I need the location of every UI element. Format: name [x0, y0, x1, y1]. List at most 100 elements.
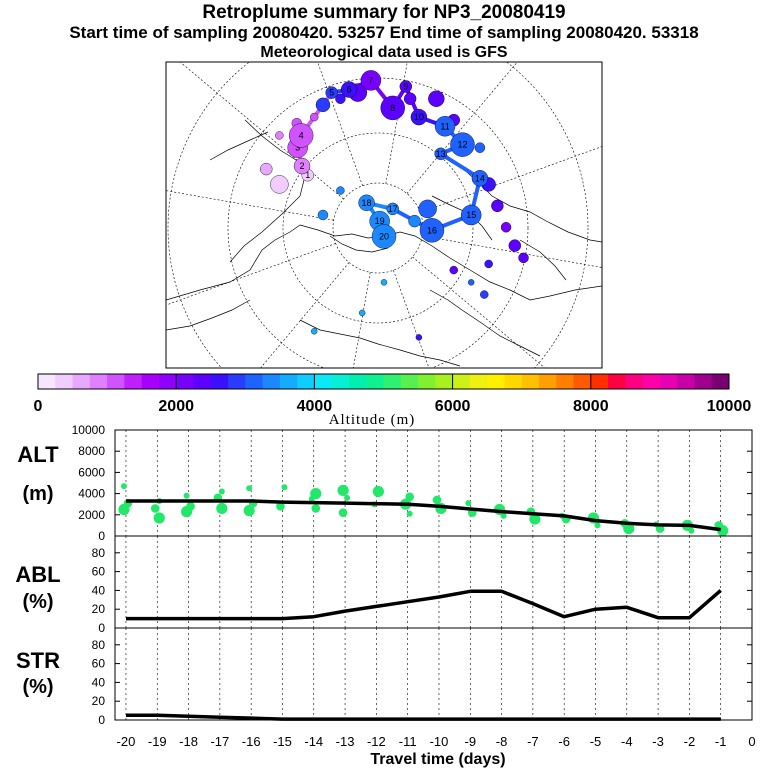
- x-tick-label: -17: [210, 734, 229, 749]
- altitude-scatter-point: [372, 485, 384, 498]
- y-tick-label: 60: [92, 657, 106, 671]
- day-marker-dot: [358, 194, 375, 211]
- x-tick-label: -10: [430, 734, 449, 749]
- colorbar-swatch: [556, 374, 575, 389]
- x-tick-label: -6: [558, 734, 570, 749]
- plume-dot: [474, 142, 486, 153]
- day-marker-dot: [461, 204, 482, 226]
- day-marker-label: 10: [414, 112, 424, 122]
- colorbar-swatch: [228, 374, 246, 389]
- day-marker-dot: [360, 70, 382, 91]
- colorbar-swatch: [590, 374, 609, 389]
- plume-dot: [484, 259, 493, 269]
- x-tick-label: -8: [496, 734, 508, 749]
- day-marker-label: 9: [403, 81, 408, 91]
- colorbar-swatch: [383, 374, 402, 389]
- colorbar-swatch: [193, 374, 212, 389]
- day-marker-label: 13: [436, 149, 446, 159]
- y-tick-label: 20: [92, 602, 106, 616]
- altitude-scatter-point: [688, 527, 695, 534]
- panel-series-line: [126, 589, 722, 621]
- plume-dot: [310, 112, 319, 122]
- colorbar-swatch: [538, 374, 557, 389]
- altitude-scatter-point: [118, 503, 130, 516]
- plume-dot: [428, 90, 445, 107]
- day-marker-dot: [325, 86, 338, 99]
- colorbar-swatch: [176, 374, 194, 389]
- y-tick-label: 8000: [78, 444, 105, 458]
- colorbar-label: Altitude (m): [329, 412, 416, 428]
- colorbar-swatch: [694, 374, 713, 389]
- colorbar-swatch: [487, 374, 505, 389]
- x-tick-label: -5: [590, 734, 602, 749]
- x-tick-label: -2: [684, 734, 696, 749]
- coastline: [209, 131, 269, 161]
- colorbar-swatch: [279, 374, 298, 389]
- plume-dot: [491, 199, 504, 213]
- latitude-circle: [282, 132, 474, 324]
- day-marker-dot: [450, 132, 475, 157]
- met-data-line: Meteorological data used is GFS: [260, 44, 508, 61]
- altitude-scatter-point: [623, 522, 635, 535]
- altitude-scatter-point: [218, 488, 225, 495]
- day-marker-dot: [293, 157, 311, 175]
- day-marker-dot: [340, 81, 358, 98]
- altitude-scatter-point: [344, 494, 351, 501]
- panel-series-line: [126, 499, 721, 532]
- colorbar-swatch: [158, 374, 177, 389]
- plume-dot: [403, 92, 417, 105]
- colorbar-swatch: [210, 374, 229, 389]
- day-marker-dot: [386, 202, 399, 216]
- colorbar-swatch: [625, 374, 644, 389]
- y-tick-label: 0: [98, 713, 105, 727]
- colorbar-swatch: [141, 374, 160, 389]
- panel-ylabel: ABL: [15, 562, 60, 587]
- altitude-scatter-point: [153, 512, 165, 524]
- latitude-circle: [167, 62, 589, 368]
- day-marker-label: 4: [299, 130, 304, 140]
- panel-yunit: (m): [22, 483, 53, 505]
- coastline: [329, 235, 389, 253]
- colorbar-tick-label: 2000: [158, 398, 194, 415]
- colorbar-swatch: [124, 374, 143, 389]
- latitude-circle: [227, 77, 529, 368]
- day-marker-label: 3: [295, 143, 300, 153]
- altitude-scatter-point: [311, 504, 321, 513]
- colorbar-swatch: [452, 374, 471, 389]
- day-marker-dot: [399, 80, 412, 93]
- colorbar-swatch: [348, 374, 367, 389]
- day-marker-label: 2: [300, 161, 305, 171]
- colorbar-swatch: [469, 374, 488, 389]
- day-marker-label: 7: [368, 75, 373, 85]
- day-marker-dot: [380, 95, 405, 121]
- colorbar-tick-label: 0: [34, 398, 43, 415]
- colorbar-swatch: [245, 374, 264, 389]
- altitude-scatter-point: [150, 504, 160, 513]
- altitude-scatter-point: [465, 500, 472, 507]
- panel-series-line: [126, 713, 721, 721]
- coastline: [166, 299, 251, 331]
- altitude-scatter-point: [338, 508, 348, 517]
- altitude-scatter-point: [120, 483, 127, 490]
- day-marker-label: 8: [390, 103, 395, 113]
- day-marker-dot: [434, 147, 447, 161]
- y-tick-label: 80: [92, 638, 106, 652]
- plume-dot: [260, 162, 273, 176]
- x-tick-label: -1: [715, 734, 727, 749]
- x-tick-label: -3: [652, 734, 664, 749]
- day-marker-label: 14: [475, 173, 485, 183]
- meridian-line: [166, 243, 336, 306]
- colorbar-tick-label: 6000: [435, 398, 471, 415]
- panel-ylabel: STR: [16, 648, 60, 673]
- plume-dot: [518, 252, 529, 264]
- colorbar-swatch: [435, 374, 454, 389]
- plume-dot: [275, 131, 284, 140]
- altitude-colorbar: 0 2000 4000 6000 8000 10000 Altitude (m): [34, 373, 751, 428]
- panel-frame: [114, 535, 753, 629]
- x-tick-label: -12: [367, 734, 386, 749]
- colorbar-swatch: [89, 374, 108, 389]
- colorbar-swatch: [400, 374, 419, 389]
- x-tick-label: -19: [148, 734, 167, 749]
- colorbar-frame: [37, 373, 730, 390]
- altitude-scatter-point: [308, 495, 315, 502]
